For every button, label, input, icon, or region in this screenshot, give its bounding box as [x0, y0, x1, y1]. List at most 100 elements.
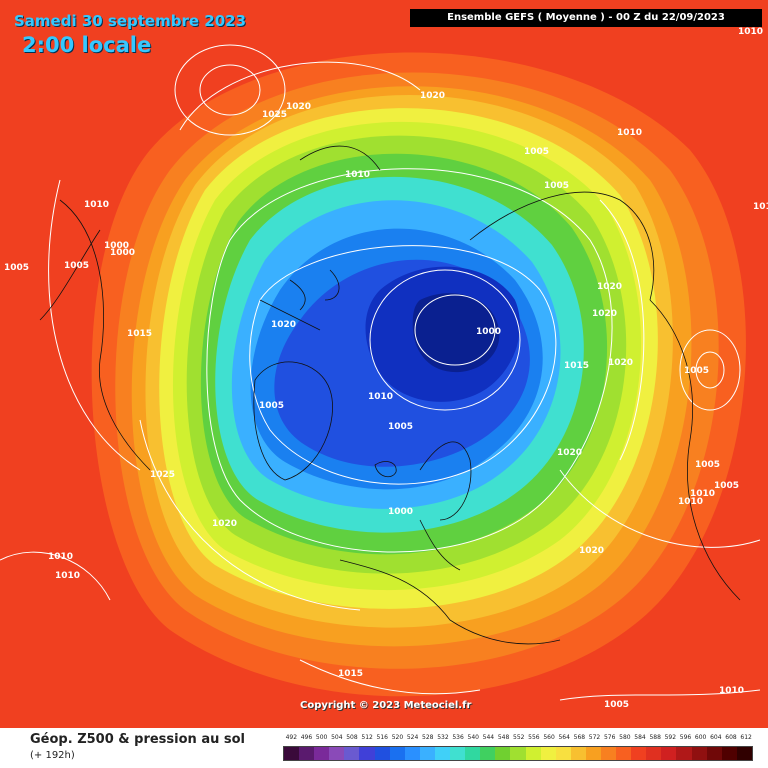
- isobar-label: 1005: [259, 401, 284, 411]
- coastline-alaska: [299, 145, 381, 171]
- isobar-label: 1010: [617, 128, 642, 138]
- scale-cell: [404, 747, 420, 760]
- isobar-low-east-inner: [695, 351, 725, 389]
- isobar-low-east: [679, 329, 741, 411]
- isobar-label: 1020: [212, 519, 237, 529]
- scale-cell: [284, 747, 300, 760]
- coastline-europe: [339, 519, 561, 645]
- isobar-label: 1020: [608, 358, 633, 368]
- scale-cell: [555, 747, 571, 760]
- scale-cell: [570, 747, 586, 760]
- isobar-1005-ring: [249, 245, 557, 485]
- isobar-label: 1000: [104, 241, 129, 251]
- scale-cell: [374, 747, 390, 760]
- scale-cell: [465, 747, 481, 760]
- isobar-labels: 1010 1005 1005 1000 1000 1015 1025 1020 …: [4, 27, 768, 710]
- scale-tick-label: 608: [725, 734, 737, 741]
- scale-cell: [676, 747, 692, 760]
- scale-cell: [389, 747, 405, 760]
- scale-tick-label: 576: [603, 734, 616, 741]
- isobar-label: 1020: [420, 91, 445, 101]
- isobar-label: 1025: [262, 110, 287, 120]
- scale-cell: [419, 747, 435, 760]
- scale-tick-label: 516: [376, 734, 388, 741]
- isobar-label: 1020: [592, 309, 617, 319]
- isobar-label: 1015: [564, 361, 589, 371]
- legend-title: Géop. Z500 & pression au sol: [30, 732, 245, 747]
- isobar-high-pacific-inner: [199, 64, 261, 116]
- isobar-label: 1010: [678, 497, 703, 507]
- scale-cell: [661, 747, 677, 760]
- scale-cell: [329, 747, 345, 760]
- color-scale-bar: [283, 746, 753, 761]
- isobar-label: 1010: [719, 686, 744, 696]
- isobar-label: 1020: [271, 320, 296, 330]
- isobar-label: 1005: [604, 700, 629, 710]
- isobar-label: 1020: [597, 282, 622, 292]
- isobar-label: 1005: [544, 181, 569, 191]
- band-navy: [412, 293, 500, 373]
- scale-cell: [706, 747, 722, 760]
- isobar-label: 1010: [368, 392, 393, 402]
- scale-tick-label: 600: [694, 734, 707, 741]
- scale-tick-label: 580: [619, 734, 631, 741]
- model-run-info: Ensemble GEFS ( Moyenne ) - 00 Z du 22/0…: [410, 9, 762, 27]
- isobar-1005-se: [559, 689, 761, 701]
- scale-cell: [646, 747, 662, 760]
- scale-cell: [450, 747, 466, 760]
- scale-tick-label: 508: [346, 734, 358, 741]
- coastline-greenland: [253, 361, 333, 481]
- isobar-label: 1010: [753, 202, 768, 212]
- isobar-label: 1010: [690, 489, 715, 499]
- scale-tick-label: 524: [406, 734, 419, 741]
- scale-cell: [344, 747, 360, 760]
- scale-cell: [736, 747, 752, 760]
- isobar-label: 1015: [127, 329, 152, 339]
- scale-cell: [525, 747, 541, 760]
- isobar-label: 1010: [84, 200, 109, 210]
- isobar-label: 1005: [684, 366, 709, 376]
- isobar-label: 1005: [524, 147, 549, 157]
- isobar-label: 1005: [714, 481, 739, 491]
- scale-tick-label: 564: [558, 734, 570, 741]
- isobar-1010-sw: [0, 551, 111, 601]
- geopotential-bands: [91, 52, 746, 697]
- isobar-label: 1020: [579, 546, 604, 556]
- isobar-label: 1000: [476, 327, 501, 337]
- scale-cell: [585, 747, 601, 760]
- isobar-lines: [0, 44, 761, 701]
- scale-cell: [691, 747, 707, 760]
- coastline-scandinavia: [419, 441, 472, 521]
- isobar-label: 1010: [48, 552, 73, 562]
- isobar-label: 1000: [388, 507, 413, 517]
- scale-tick-label: 520: [391, 734, 404, 741]
- scale-tick-label: 500: [315, 734, 328, 741]
- scale-tick-label: 592: [664, 734, 677, 741]
- scale-cell: [540, 747, 556, 760]
- scale-tick-label: 536: [452, 734, 464, 741]
- scale-cell: [314, 747, 330, 760]
- copyright-notice: Copyright © 2023 Meteociel.fr: [300, 700, 472, 711]
- isobar-label: 1020: [286, 102, 311, 112]
- forecast-date: Samedi 30 septembre 2023: [14, 12, 247, 30]
- isobar-1015-south: [299, 659, 481, 695]
- isobar-label: 1025: [150, 470, 175, 480]
- scale-tick-label: 492: [285, 734, 298, 741]
- isobar-1020-atlantic: [139, 419, 361, 611]
- scale-cell: [480, 747, 496, 760]
- scale-tick-label: 512: [361, 734, 373, 741]
- scale-cell: [434, 747, 451, 760]
- scale-tick-label: 540: [467, 734, 479, 741]
- color-scale-ticks: 492 496 500 504 508 512 516 520 524 528 532 536 540 5…: [283, 734, 753, 746]
- scale-tick-label: 556: [528, 734, 540, 741]
- isobar-label: 1010: [738, 27, 763, 37]
- coastline-arctic-islands: [259, 269, 340, 331]
- isobar-1015-west: [48, 179, 141, 471]
- isobar-low-ring: [369, 269, 521, 411]
- isobar-label: 1005: [4, 263, 29, 273]
- isobar-label: 1005: [695, 460, 720, 470]
- scale-tick-label: 572: [588, 734, 601, 741]
- legend-subtitle: (+ 192h): [30, 750, 75, 761]
- isobar-label: 1000: [110, 248, 135, 258]
- coastline-siberia: [469, 191, 655, 301]
